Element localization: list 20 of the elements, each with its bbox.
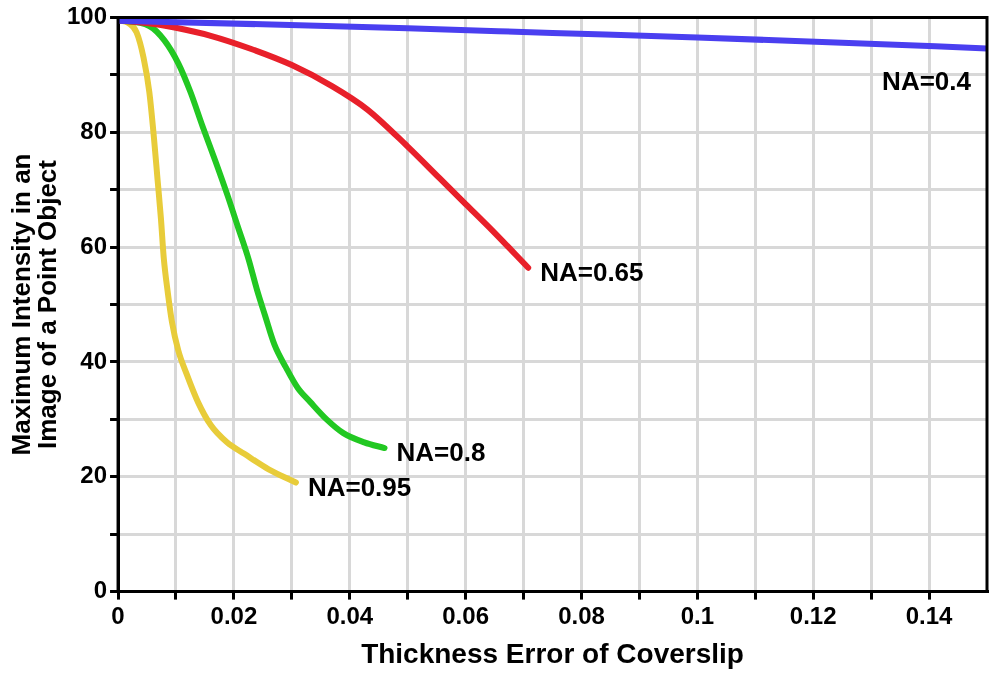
- series-label: NA=0.8: [396, 437, 486, 468]
- y-tick-label: 100: [67, 2, 108, 30]
- series-label: NA=0.95: [307, 471, 412, 502]
- x-tick-label: 0.14: [905, 601, 954, 629]
- y-tick-label: 60: [80, 231, 108, 259]
- y-tick-label: 20: [80, 461, 108, 489]
- x-tick-label: 0.04: [326, 601, 374, 629]
- x-tick-label: 0.12: [789, 601, 837, 629]
- x-tick-label: 0.08: [558, 601, 605, 629]
- x-axis-title: Thickness Error of Coverslip: [361, 637, 744, 669]
- y-axis-title: Maximum Intensity in an Image of a Point Object: [6, 153, 63, 456]
- series-label: NA=0.4: [882, 65, 972, 96]
- series-label: NA=0.65: [540, 256, 644, 287]
- y-tick-label: 40: [80, 346, 108, 374]
- x-tick-label: 0: [111, 601, 125, 629]
- x-tick-label: 0.06: [442, 601, 489, 629]
- y-tick-label: 0: [93, 576, 108, 604]
- x-tick-label: 0.1: [680, 601, 715, 629]
- x-tick-label: 0.02: [210, 601, 258, 629]
- y-tick-label: 80: [80, 116, 108, 144]
